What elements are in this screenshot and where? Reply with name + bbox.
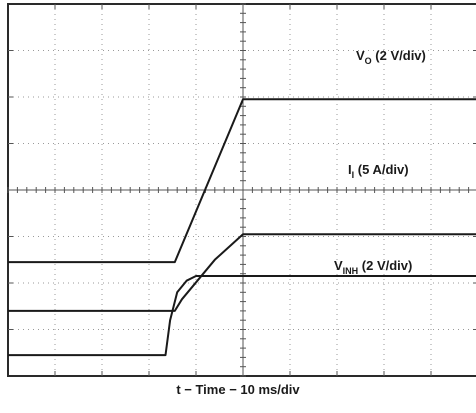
trace-0: [8, 98, 476, 264]
trace-label-2: VINH (2 V/div): [334, 258, 412, 276]
x-axis-label: t − Time − 10 ms/div: [176, 382, 300, 397]
graticule: [7, 3, 476, 377]
trace-1: [8, 233, 476, 312]
trace-2: [8, 275, 476, 357]
trace-label-1: II (5 A/div): [348, 162, 409, 180]
traces: [8, 98, 476, 357]
trace-label-0: VO (2 V/div): [356, 48, 426, 66]
trace-labels: VO (2 V/div) II (5 A/div) VINH (2 V/div): [334, 48, 426, 276]
